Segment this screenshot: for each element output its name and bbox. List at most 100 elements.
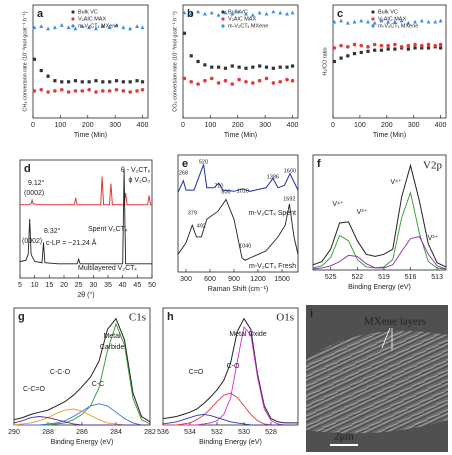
point [216, 12, 221, 17]
x-axis-label: Binding Energy (eV) [199, 439, 262, 446]
point [345, 20, 350, 25]
point [114, 87, 119, 92]
point [223, 66, 228, 70]
point [46, 26, 51, 31]
x-tick-label: 5 [18, 282, 22, 289]
annotation: C1s [129, 312, 146, 324]
annotation: (0002) [24, 190, 44, 197]
point [264, 11, 269, 16]
point [352, 19, 357, 24]
legend-label: Bulk VC [78, 9, 98, 15]
annotation: Carbide [100, 344, 125, 351]
peak-label: 520 [199, 159, 208, 165]
line [163, 326, 298, 426]
point [189, 54, 193, 58]
point [386, 43, 390, 48]
point [243, 11, 248, 16]
point [393, 47, 397, 51]
peak-label: 1040 [239, 243, 251, 249]
point [278, 80, 283, 84]
peak-label: 1386 [267, 174, 279, 180]
point [332, 46, 337, 50]
point [216, 81, 221, 85]
x-tick-label: 286 [76, 429, 88, 436]
peak-label: 379 [188, 210, 197, 216]
legend-label: m-V₂CTₓ MXene [378, 23, 418, 29]
point [433, 43, 438, 48]
point [53, 89, 57, 93]
point [439, 46, 443, 50]
point [59, 23, 64, 27]
point [121, 25, 126, 30]
x-tick-label: 10 [31, 282, 39, 289]
point [413, 42, 417, 47]
point [107, 25, 112, 30]
x-tick-label: 282 [144, 429, 156, 436]
annotation: MXene layers [364, 316, 426, 328]
point [339, 43, 343, 48]
point [223, 10, 228, 15]
plot-frame [182, 4, 299, 119]
annotation: ϕ V₂O₃ [128, 177, 150, 184]
point [271, 66, 275, 70]
point [426, 46, 431, 50]
annotation: Metal Oxide [229, 331, 266, 338]
point [250, 12, 255, 17]
line [13, 317, 151, 423]
point [230, 11, 235, 16]
point [209, 76, 214, 81]
point [271, 81, 276, 85]
point [182, 76, 187, 81]
point [399, 45, 404, 49]
legend-label: m-V₂CTₓ MXene [78, 23, 118, 29]
x-tick-label: 290 [8, 429, 20, 436]
point [419, 18, 424, 23]
sem-image [306, 305, 448, 452]
plot-frame [312, 154, 447, 271]
point [73, 79, 78, 83]
annotation: Multilayered V₂CTₓ [78, 265, 137, 272]
x-axis-label: Binding Energy (eV) [348, 284, 411, 291]
point [32, 25, 37, 30]
point [189, 80, 194, 84]
point [278, 10, 283, 15]
point [420, 46, 424, 50]
x-tick-label: 513 [431, 274, 443, 281]
point [406, 20, 411, 25]
peak-label: 1600 [284, 168, 296, 174]
point [66, 25, 71, 30]
x-axis-label: Time (Min) [373, 132, 406, 139]
annotation: (0002) [22, 238, 42, 245]
point [271, 9, 276, 14]
x-axis-label: 2θ (°) [77, 291, 94, 299]
point [203, 78, 207, 83]
panel-letter: d [24, 163, 31, 175]
point [189, 11, 194, 16]
x-tick-label: 50 [148, 282, 156, 289]
point [332, 19, 337, 24]
x-tick-label: 600 [204, 276, 216, 283]
point [379, 18, 384, 23]
point [257, 10, 262, 15]
annotation: C=O [189, 369, 204, 376]
x-tick-label: 519 [378, 274, 390, 281]
line [177, 164, 299, 193]
x-tick-label: 1200 [250, 276, 266, 283]
panel: 290 288 286 284 282 Binding Energy (eV) g C1s Me… [8, 307, 156, 446]
panel: 0 100 200 300 400 Time (Min) CO₂ conversion ra… [172, 4, 299, 139]
line [312, 163, 447, 268]
line [162, 413, 298, 426]
panel: i MXene layers 2μm [310, 308, 426, 443]
line [177, 198, 299, 261]
point [32, 89, 37, 93]
point [108, 80, 112, 84]
point [359, 50, 363, 55]
point [135, 89, 139, 93]
panel: 0 100 200 300 400 Time (Min) H₂/CO ratio Bulk V… [322, 4, 447, 139]
point [372, 42, 377, 47]
point [379, 43, 384, 48]
point [290, 10, 295, 15]
x-tick-label: 1500 [274, 276, 290, 283]
point [406, 47, 410, 51]
point [373, 48, 377, 52]
